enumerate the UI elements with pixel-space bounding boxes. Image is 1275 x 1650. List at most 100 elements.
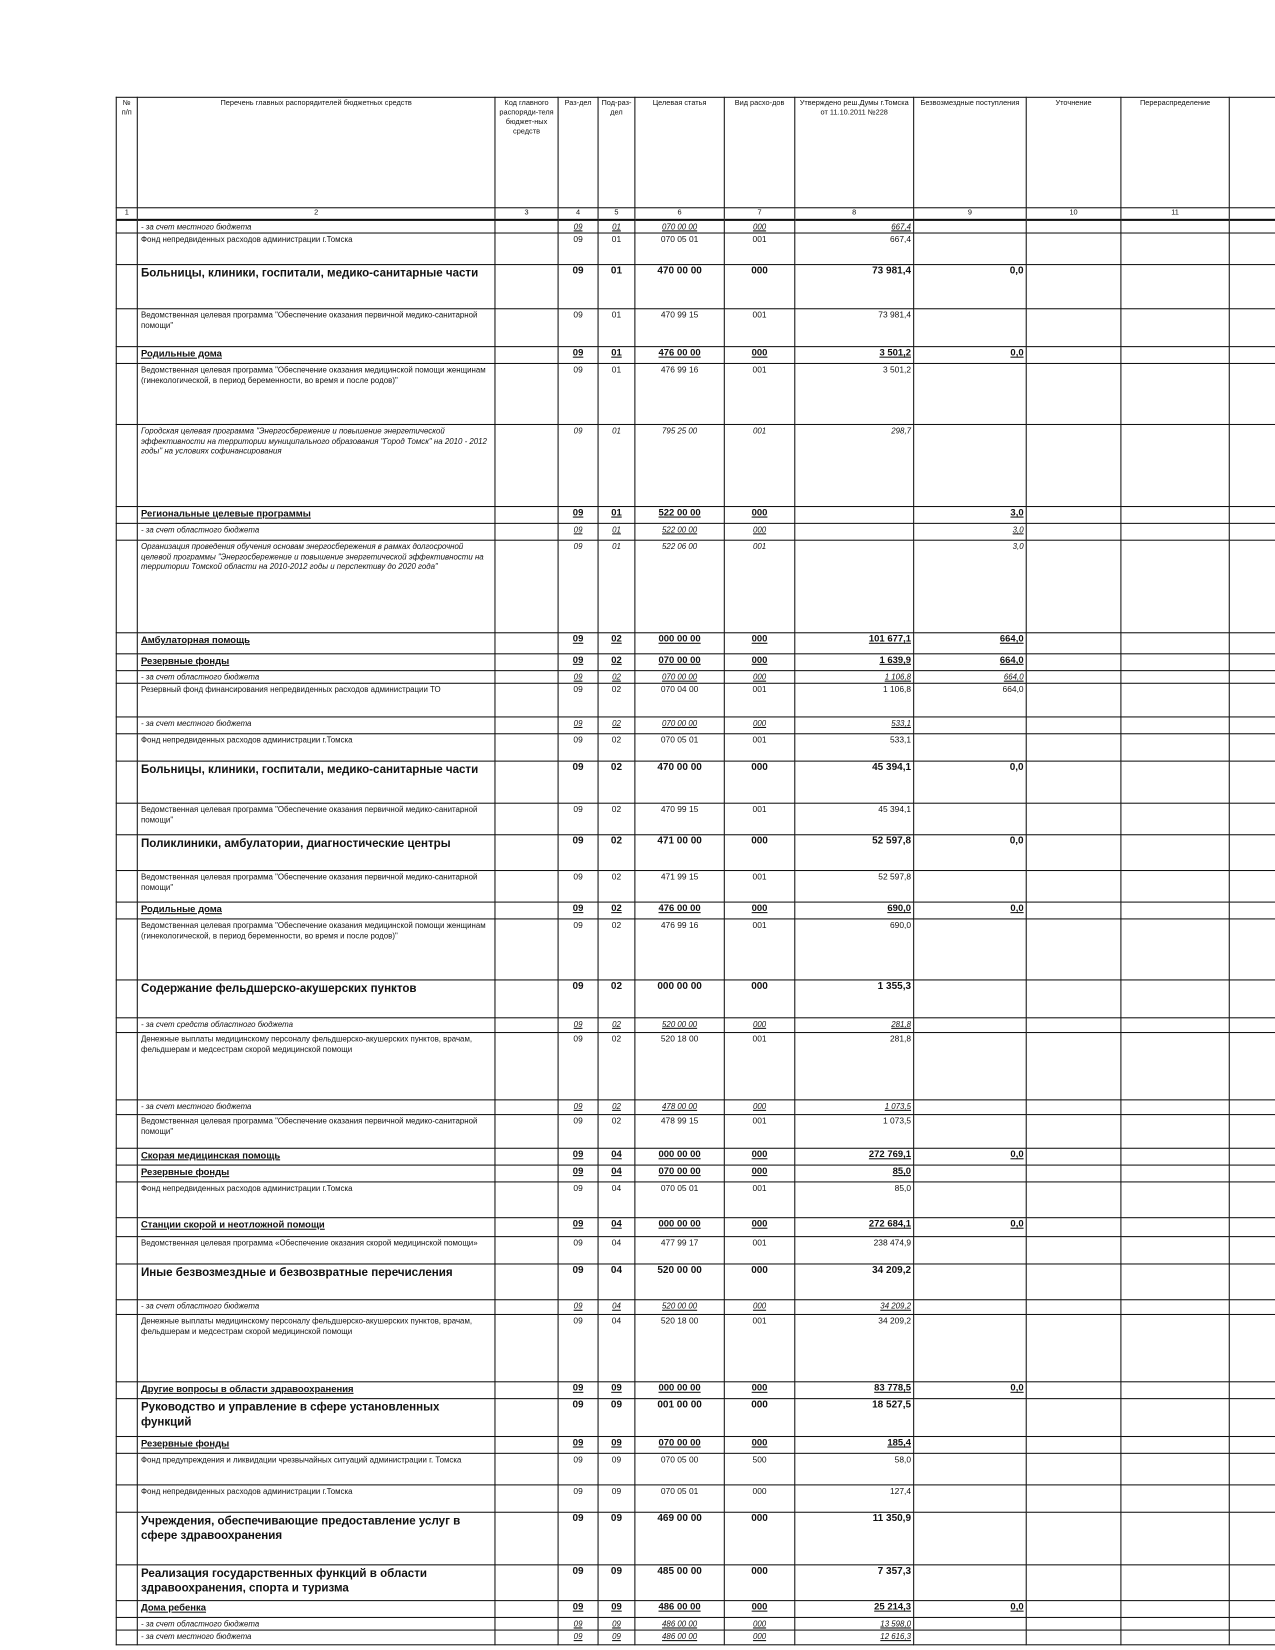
row-clarification — [1025, 670, 1122, 684]
row-code — [494, 1381, 559, 1400]
table-row: Ведомственная целевая программа "Обеспеч… — [115, 308, 1275, 348]
row-approved: 533,1 — [794, 733, 915, 762]
row-section: 09 — [557, 362, 599, 426]
row-expense-type: 000 — [723, 979, 796, 1019]
row-redistribution — [1120, 1263, 1230, 1301]
row-number — [115, 1017, 138, 1034]
row-target-article: 000 00 00 — [634, 1217, 725, 1238]
row-redistribution — [1120, 1484, 1230, 1513]
row-clarification — [1025, 1600, 1122, 1618]
row-free-receipts — [913, 733, 1027, 762]
column-number: 6 — [634, 207, 725, 221]
row-subsection: 04 — [597, 1263, 636, 1301]
row-subsection: 02 — [597, 1114, 636, 1149]
row-section: 09 — [557, 733, 599, 762]
row-code — [494, 834, 559, 872]
row-code — [494, 308, 559, 348]
row-free-receipts: 664,0 — [913, 670, 1027, 684]
table-row: - за счет областного бюджета 09 09 486 00 0… — [115, 1616, 1275, 1631]
column-number: 3 — [494, 207, 559, 221]
row-subsection: 04 — [597, 1164, 636, 1183]
row-code — [494, 1616, 559, 1631]
row-approved: 73 981,4 — [794, 308, 915, 348]
row-free-receipts: 3,0 — [913, 506, 1027, 524]
row-name: Ведомственная целевая программа "Обеспеч… — [136, 918, 496, 981]
row-number — [115, 1147, 138, 1166]
row-section: 09 — [557, 1452, 599, 1486]
header-approved: Утверждено реш.Думы г.Томска от 11.10.20… — [794, 96, 915, 209]
row-approved: 281,8 — [794, 1032, 915, 1101]
row-clarification — [1025, 346, 1122, 364]
table-row: Резервный фонд финансирования непредвиде… — [115, 682, 1275, 718]
row-clarification — [1025, 1616, 1122, 1631]
row-section: 09 — [557, 1114, 599, 1149]
row-code — [494, 423, 559, 508]
row-clarification — [1025, 1435, 1122, 1454]
row-free-receipts: 0,0 — [913, 1600, 1027, 1618]
table-row: Ведомственная целевая программа «Обеспеч… — [115, 1236, 1275, 1265]
row-name: Ведомственная целевая программа "Обеспеч… — [136, 802, 496, 836]
row-name: Родильные дома — [136, 901, 496, 920]
row-code — [494, 653, 559, 672]
row-clarification — [1025, 1381, 1122, 1400]
row-clarification — [1025, 1313, 1122, 1383]
row-number — [115, 834, 138, 872]
row-code — [494, 733, 559, 762]
row-code — [494, 346, 559, 364]
row-target-article: 486 00 00 — [634, 1600, 725, 1618]
row-expense-type: 001 — [723, 308, 796, 348]
row-number — [115, 1114, 138, 1149]
row-target-article: 070 05 00 — [634, 1452, 725, 1486]
row-subsection: 01 — [597, 219, 636, 234]
row-approved: 3 501,2 — [794, 346, 915, 364]
row-free-receipts — [913, 423, 1027, 508]
table-row: Родильные дома 09 01 476 00 00 000 3 501,2 0,0 — [115, 346, 1275, 364]
row-name: Резервные фонды — [136, 1164, 496, 1183]
row-expense-type: 000 — [723, 1263, 796, 1301]
row-free-receipts: 0,0 — [913, 760, 1027, 804]
row-expense-type: 500 — [723, 1452, 796, 1486]
row-extra — [1228, 1017, 1275, 1034]
row-approved: 101 677,1 — [794, 632, 915, 655]
row-subsection: 01 — [597, 362, 636, 426]
row-approved: 34 209,2 — [794, 1263, 915, 1301]
row-extra — [1228, 1313, 1275, 1383]
table-row: - за счет местного бюджета 09 09 486 00 00 0… — [115, 1629, 1275, 1646]
header-section: Раз-дел — [557, 96, 599, 209]
row-name: - за счет областного бюджета — [136, 1299, 496, 1315]
row-subsection: 01 — [597, 522, 636, 541]
row-extra — [1228, 1263, 1275, 1301]
row-extra — [1228, 1217, 1275, 1238]
row-free-receipts — [913, 232, 1027, 266]
row-clarification — [1025, 1511, 1122, 1566]
column-number: 1 — [115, 207, 138, 221]
row-free-receipts: 0,0 — [913, 1147, 1027, 1166]
row-subsection: 02 — [597, 670, 636, 684]
row-expense-type: 000 — [723, 1164, 796, 1183]
row-number — [115, 1263, 138, 1301]
row-section: 09 — [557, 539, 599, 634]
row-expense-type: 000 — [723, 1435, 796, 1454]
row-redistribution — [1120, 1398, 1230, 1438]
row-extra — [1228, 1452, 1275, 1486]
row-clarification — [1025, 1629, 1122, 1646]
row-target-article: 795 25 00 — [634, 423, 725, 508]
row-subsection: 02 — [597, 760, 636, 804]
row-clarification — [1025, 1181, 1122, 1219]
table-row: Резервные фонды 09 02 070 00 00 000 1 639,9 66… — [115, 653, 1275, 672]
row-redistribution — [1120, 522, 1230, 541]
row-name: Ведомственная целевая программа «Обеспеч… — [136, 1236, 496, 1265]
row-code — [494, 802, 559, 836]
row-section: 09 — [557, 1032, 599, 1101]
row-code — [494, 506, 559, 524]
row-number — [115, 1398, 138, 1438]
row-code — [494, 1181, 559, 1219]
row-free-receipts — [913, 1398, 1027, 1438]
row-code — [494, 1299, 559, 1315]
row-section: 09 — [557, 1484, 599, 1513]
row-section: 09 — [557, 264, 599, 310]
row-section: 09 — [557, 522, 599, 541]
row-redistribution — [1120, 1600, 1230, 1618]
row-extra — [1228, 522, 1275, 541]
row-number — [115, 1616, 138, 1631]
